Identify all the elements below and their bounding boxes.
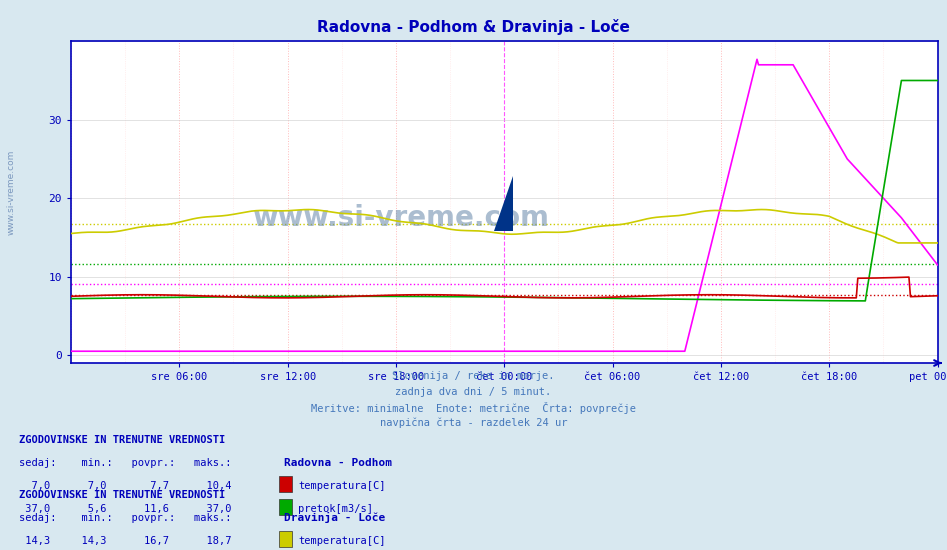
- Text: ZGODOVINSKE IN TRENUTNE VREDNOSTI: ZGODOVINSKE IN TRENUTNE VREDNOSTI: [19, 434, 225, 445]
- Text: Slovenija / reke in morje.: Slovenija / reke in morje.: [392, 371, 555, 381]
- Text: Dravinja - Loče: Dravinja - Loče: [284, 512, 385, 523]
- Text: Radovna - Podhom: Radovna - Podhom: [284, 458, 392, 468]
- Text: temperatura[C]: temperatura[C]: [298, 536, 385, 546]
- Text: sedaj:    min.:   povpr.:   maks.:: sedaj: min.: povpr.: maks.:: [19, 513, 231, 523]
- Text: 7,0      7,0       7,7      10,4: 7,0 7,0 7,7 10,4: [19, 481, 231, 491]
- Text: pretok[m3/s]: pretok[m3/s]: [298, 504, 373, 514]
- Text: 37,0      5,6      11,6      37,0: 37,0 5,6 11,6 37,0: [19, 504, 231, 514]
- Text: Radovna - Podhom & Dravinja - Loče: Radovna - Podhom & Dravinja - Loče: [317, 19, 630, 35]
- Polygon shape: [494, 176, 512, 231]
- Text: zadnja dva dni / 5 minut.: zadnja dva dni / 5 minut.: [396, 387, 551, 397]
- Text: ZGODOVINSKE IN TRENUTNE VREDNOSTI: ZGODOVINSKE IN TRENUTNE VREDNOSTI: [19, 490, 225, 500]
- Text: sedaj:    min.:   povpr.:   maks.:: sedaj: min.: povpr.: maks.:: [19, 458, 231, 468]
- Text: www.si-vreme.com: www.si-vreme.com: [7, 150, 16, 235]
- Text: navpična črta - razdelek 24 ur: navpična črta - razdelek 24 ur: [380, 417, 567, 428]
- Text: 14,3     14,3      16,7      18,7: 14,3 14,3 16,7 18,7: [19, 536, 231, 546]
- Text: temperatura[C]: temperatura[C]: [298, 481, 385, 491]
- Text: Meritve: minimalne  Enote: metrične  Črta: povprečje: Meritve: minimalne Enote: metrične Črta:…: [311, 402, 636, 414]
- Text: www.si-vreme.com: www.si-vreme.com: [252, 204, 549, 232]
